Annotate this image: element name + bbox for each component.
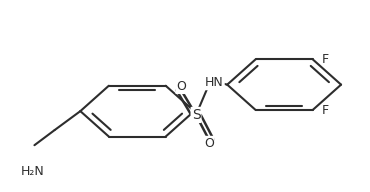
- Text: H₂N: H₂N: [20, 165, 44, 178]
- Text: F: F: [322, 53, 329, 66]
- Text: O: O: [176, 80, 186, 93]
- Text: HN: HN: [205, 76, 224, 89]
- Text: O: O: [204, 137, 214, 150]
- Text: S: S: [192, 108, 201, 122]
- Text: F: F: [322, 103, 329, 117]
